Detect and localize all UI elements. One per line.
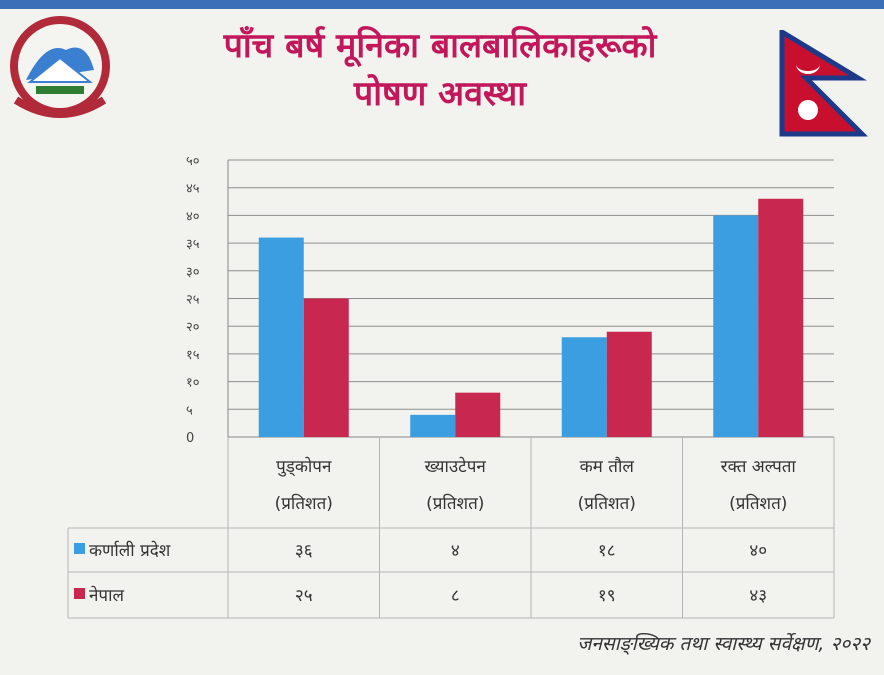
x-category-label: रक्त अल्पता xyxy=(721,457,797,477)
y-tick-label: १० xyxy=(186,376,200,391)
y-tick-label: ४० xyxy=(186,209,200,224)
top-bar xyxy=(0,0,884,9)
y-tick-label: ३० xyxy=(186,265,200,280)
nepal-flag-icon xyxy=(779,30,868,137)
x-category-label: पुड्कोपन xyxy=(276,456,332,477)
y-tick-label: ५ xyxy=(186,403,193,418)
source-note: जनसाङ्ख्यिक तथा स्वास्थ्य सर्वेक्षण, २०२… xyxy=(577,633,870,655)
legend-swatch-nepal xyxy=(74,588,85,599)
x-category-unit: (प्रतिशत) xyxy=(578,493,636,514)
y-tick-label: २५ xyxy=(186,293,200,308)
x-category-label: ख्याउटेपन xyxy=(425,456,487,477)
y-tick-label: ३५ xyxy=(186,237,200,252)
data-label: ८ xyxy=(451,586,460,606)
bar-chart: 0 ५ १० १५ २० २५ ३० ३५ ४० ४५ ५० पुड्कोपन (प्रतिशत) ख्य… xyxy=(67,154,835,619)
data-label: ४ xyxy=(451,541,460,561)
bar-nepal xyxy=(758,198,804,437)
y-tick-label: ५० xyxy=(186,154,200,169)
bar-karnali xyxy=(713,215,759,437)
x-category-unit: (प्रतिशत) xyxy=(729,493,787,514)
chart-title: पाँच बर्ष मूनिका बालबालिकाहरूको पोषण अवस… xyxy=(120,24,760,116)
x-category-unit: (प्रतिशत) xyxy=(426,493,484,514)
x-category-unit: (प्रतिशत) xyxy=(275,493,333,514)
title-line-1: पाँच बर्ष मूनिका बालबालिकाहरूको xyxy=(223,26,657,66)
y-tick-label: २० xyxy=(186,320,200,335)
bar-karnali xyxy=(410,414,456,437)
data-label: ४० xyxy=(749,541,767,561)
data-label: ४३ xyxy=(749,586,767,606)
title-line-2: पोषण अवस्था xyxy=(353,74,527,114)
legend-series-name: नेपाल xyxy=(89,585,124,606)
bar-karnali xyxy=(258,237,304,437)
bar-nepal xyxy=(303,298,349,437)
bar-nepal xyxy=(606,331,652,437)
y-tick-label: ४५ xyxy=(186,182,200,197)
y-tick-label: १५ xyxy=(186,348,200,363)
bar-nepal xyxy=(455,392,501,437)
legend-series-name: कर्णाली प्रदेश xyxy=(89,540,171,561)
data-label: १९ xyxy=(598,586,616,606)
legend-swatch-karnali xyxy=(74,543,85,554)
bar-karnali xyxy=(561,337,607,437)
x-category-label: कम तौल xyxy=(580,456,635,477)
nepal-emblem-icon xyxy=(10,16,110,118)
y-tick-label: 0 xyxy=(186,431,194,446)
data-label: ३६ xyxy=(295,541,313,561)
data-label: २५ xyxy=(295,586,313,606)
data-label: १८ xyxy=(598,541,616,561)
